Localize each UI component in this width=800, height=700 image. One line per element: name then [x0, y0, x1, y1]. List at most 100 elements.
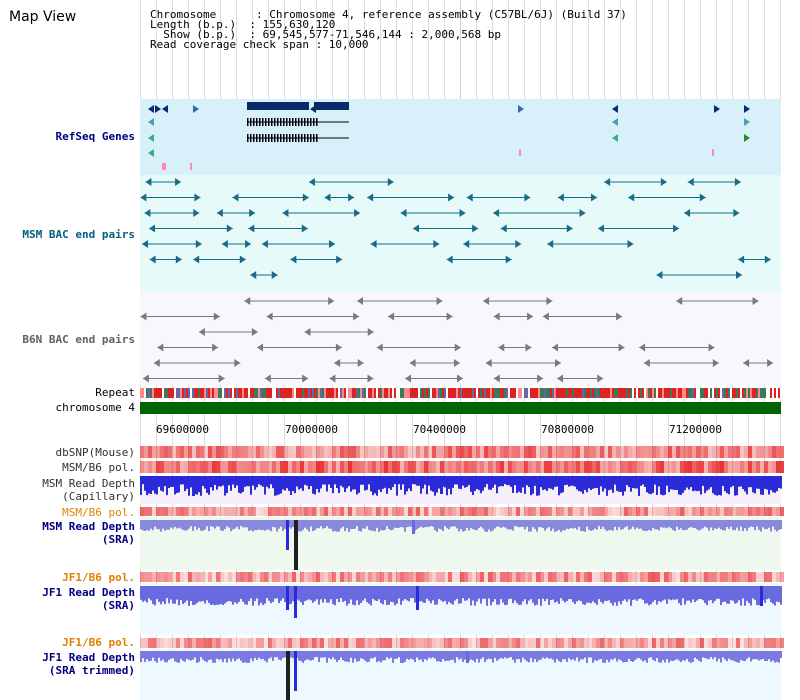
msm-cap-depth	[456, 476, 458, 485]
msm-sra-depth	[174, 520, 176, 527]
jf1-sra-depth	[384, 586, 386, 601]
repeat-segment	[616, 388, 618, 398]
msm-cap-depth	[148, 476, 150, 494]
msm-sra-depth	[776, 520, 778, 532]
msm-cap-depth	[558, 476, 560, 496]
jf1-sra-depth	[532, 586, 534, 603]
msm-cap-depth	[158, 476, 160, 487]
jf1-trim-depth	[380, 651, 382, 663]
msm-cap-depth	[382, 476, 384, 489]
bac-end-marker	[282, 209, 289, 217]
jf1-trim-depth	[428, 651, 430, 658]
jf1-sra-depth	[538, 586, 540, 600]
jf1-pol-density	[676, 572, 680, 582]
msm-pol-density	[568, 461, 572, 473]
msm-bac-label[interactable]: MSM BAC end pairs	[22, 228, 135, 241]
msm-sra-depth	[308, 520, 310, 532]
jf1-pol-density	[444, 638, 448, 648]
dbsnp-density	[740, 446, 744, 458]
jf1-trim-depth	[632, 651, 634, 662]
repeat-segment	[580, 388, 582, 398]
msm-sra-depth	[438, 520, 440, 529]
jf1-trim-depth	[206, 651, 208, 663]
msm-pol-density	[488, 507, 492, 516]
jf1-sra-depth	[660, 586, 662, 603]
msm-cap-depth	[282, 476, 284, 490]
jf1-pol-density	[316, 638, 320, 648]
jf1-pol-density	[416, 572, 420, 582]
jf1-pol-density	[424, 638, 428, 648]
msm-pol-density	[596, 461, 600, 473]
msm-pol-density	[636, 507, 640, 516]
msm-pol-density	[436, 507, 440, 516]
jf1-trim-depth	[556, 651, 558, 660]
repeat-segment	[490, 388, 492, 398]
repeat-segment	[626, 388, 628, 398]
msm-sra-depth	[646, 520, 648, 531]
jf1-sra-depth	[618, 586, 620, 602]
msm-sra-depth	[572, 520, 574, 529]
jf1-sra-depth	[160, 586, 162, 605]
msm-pol-density	[740, 461, 744, 473]
bac-end-marker	[216, 209, 223, 217]
repeat-segment	[280, 388, 282, 398]
msm-cap-depth	[342, 476, 344, 488]
msm-pol-density	[304, 461, 308, 473]
jf1-pol-density	[264, 572, 268, 582]
msm-cap-depth	[364, 476, 366, 491]
msm-cap-depth	[722, 476, 724, 486]
repeat-segment	[600, 388, 602, 398]
msm-pol-density	[776, 461, 780, 473]
repeat-segment	[546, 388, 548, 398]
msm-sra-depth	[626, 520, 628, 527]
dbsnp-density	[744, 446, 748, 458]
jf1-sra-depth	[440, 586, 442, 601]
msm-sra-depth	[666, 520, 668, 529]
msm-cap-depth	[768, 476, 770, 495]
bac-end-marker	[232, 193, 239, 202]
msm-pol-density	[392, 461, 396, 473]
jf1-trim-depth	[486, 651, 488, 660]
msm-bac-track-bg	[140, 175, 781, 293]
msm-cap-depth	[280, 476, 282, 494]
refseq-label[interactable]: RefSeq Genes	[55, 130, 135, 143]
msm-pol-density	[472, 507, 476, 516]
msm-sra-depth	[318, 520, 320, 529]
msm-pol-density	[384, 507, 388, 516]
jf1-pol-density	[352, 638, 356, 648]
jf1-sra-depth	[230, 586, 232, 602]
jf1-pol-density	[256, 638, 260, 648]
msm-sra-depth	[334, 520, 336, 532]
msm-sra-depth	[494, 520, 496, 529]
msm-cap-depth	[684, 476, 686, 491]
jf1-trim-depth	[520, 651, 522, 663]
msm-sra-depth	[204, 520, 206, 530]
msm-cap-depth	[362, 476, 364, 485]
msm-cap-depth	[284, 476, 286, 491]
msm-b6-pol-label-1: MSM/B6 pol.	[62, 461, 135, 474]
jf1-sra-depth	[198, 586, 200, 602]
jf1-trim-depth	[550, 651, 552, 659]
jf1-trim-depth	[584, 651, 586, 658]
bac-end-marker	[552, 343, 559, 352]
msm-pol-density	[204, 461, 208, 473]
jf1-pol-density	[384, 572, 388, 582]
dbsnp-density	[408, 446, 412, 458]
dbsnp-density	[704, 446, 708, 458]
msm-sra-depth	[604, 520, 606, 530]
jf1-trim-depth	[298, 651, 300, 661]
jf1-sra-depth	[290, 586, 292, 604]
msm-pol-density	[500, 507, 504, 516]
jf1-sra-depth	[464, 586, 466, 601]
msm-cap-depth	[388, 476, 390, 489]
b6n-bac-label[interactable]: B6N BAC end pairs	[22, 333, 135, 346]
bac-end-marker	[336, 255, 343, 264]
msm-sra-depth	[680, 520, 682, 529]
jf1-sra-depth	[338, 586, 340, 603]
bac-end-marker	[195, 240, 202, 248]
bac-end-marker	[405, 374, 412, 383]
msm-cap-depth	[210, 476, 212, 488]
show-range-info: Show (b.p.) : 69,545,577-71,546,144 : 2,…	[150, 28, 501, 41]
repeat-segment	[686, 388, 688, 398]
